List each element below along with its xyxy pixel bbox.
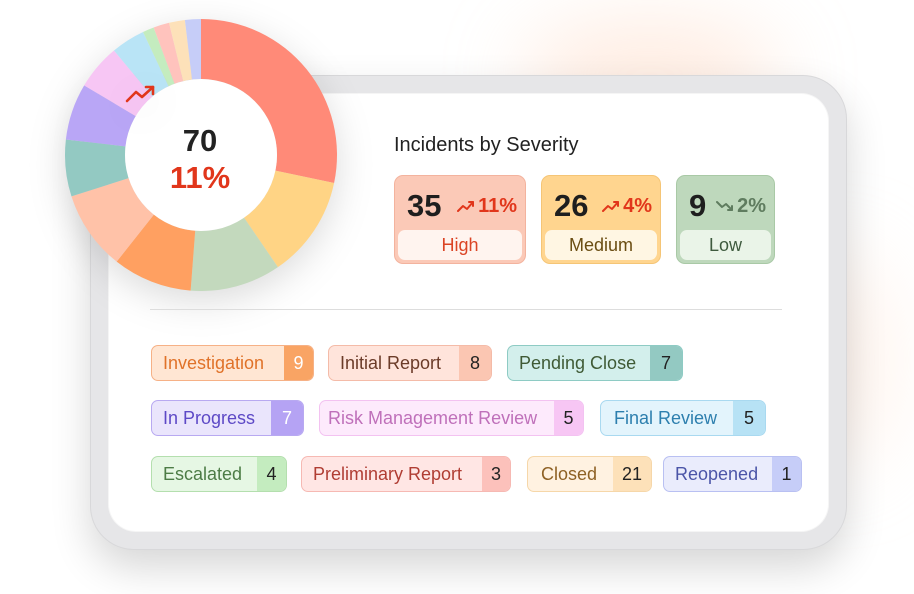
donut-segment [153, 22, 184, 84]
severity-change-value: 11% [478, 194, 517, 217]
status-chip-count: 5 [554, 401, 583, 435]
severity-label: Medium [545, 230, 657, 260]
status-chip-in-progress[interactable]: In Progress 7 [151, 400, 304, 436]
severity-label: Low [680, 230, 771, 260]
donut-segment [169, 19, 193, 82]
donut-segment [71, 178, 154, 262]
severity-change: 2% [716, 195, 766, 218]
donut-center: 70 11% [125, 84, 275, 234]
severity-change: 4% [602, 195, 652, 218]
donut-svg [64, 19, 337, 291]
donut-segment [116, 214, 196, 291]
donut-segment [65, 85, 136, 147]
status-chip-label: Reopened [675, 463, 759, 484]
status-chip-label: Closed [541, 463, 598, 484]
donut-segment [190, 217, 278, 291]
donut-hole [125, 79, 277, 231]
severity-card-medium[interactable]: 26 4% Medium [541, 175, 661, 264]
status-chip-count: 7 [271, 401, 303, 435]
donut-total: 70 [182, 123, 218, 158]
status-chip-count: 21 [613, 457, 651, 491]
divider [150, 309, 782, 310]
status-chip-count: 7 [650, 346, 682, 380]
donut-segment [64, 139, 129, 197]
donut-change-value: 11% [169, 160, 231, 195]
status-chip-closed[interactable]: Closed 21 [527, 456, 652, 492]
severity-label: High [398, 230, 522, 260]
severity-title: Incidents by Severity [394, 134, 579, 156]
status-chip-label: Final Review [614, 407, 718, 428]
status-chip-label: Investigation [163, 352, 265, 373]
status-chip-label: Initial Report [340, 352, 442, 373]
severity-value: 26 [554, 188, 589, 223]
severity-value: 9 [689, 188, 707, 223]
severity-change: 11% [457, 195, 517, 218]
severity-card-high[interactable]: 35 11% High [394, 175, 526, 264]
status-chip-reopened[interactable]: Reopened 1 [663, 456, 802, 492]
donut-segment [243, 170, 335, 268]
status-chip-label: Escalated [163, 463, 243, 484]
trend-up-icon [457, 201, 475, 212]
severity-card-low[interactable]: 9 2% Low [676, 175, 775, 264]
donut-segment [201, 19, 337, 184]
donut-change: 11% [125, 85, 231, 195]
trend-down-icon [716, 201, 734, 211]
trend-up-icon [125, 85, 155, 103]
status-chip-risk-management-review[interactable]: Risk Management Review 5 [319, 400, 584, 436]
status-chip-count: 8 [459, 346, 491, 380]
severity-change-value: 2% [737, 194, 766, 217]
status-chip-initial-report[interactable]: Initial Report 8 [328, 345, 492, 381]
status-chip-pending-close[interactable]: Pending Close 7 [507, 345, 683, 381]
status-chip-label: Pending Close [519, 352, 637, 373]
status-chip-escalated[interactable]: Escalated 4 [151, 456, 287, 492]
trend-up-icon [602, 201, 620, 212]
donut-segment [84, 50, 153, 117]
incidents-donut-chart: 70 11% [60, 14, 342, 296]
status-chip-count: 3 [482, 457, 510, 491]
status-chip-label: Risk Management Review [328, 407, 538, 428]
status-chip-count: 5 [733, 401, 765, 435]
status-chip-label: In Progress [163, 407, 256, 428]
status-chip-count: 4 [257, 457, 286, 491]
status-chip-final-review[interactable]: Final Review 5 [600, 400, 766, 436]
donut-segment [184, 19, 201, 80]
status-chip-investigation[interactable]: Investigation 9 [151, 345, 314, 381]
severity-change-value: 4% [623, 194, 652, 217]
status-chip-count: 9 [284, 346, 313, 380]
donut-segment [143, 27, 175, 87]
severity-value: 35 [407, 188, 442, 223]
status-chip-label: Preliminary Report [313, 463, 463, 484]
status-chip-count: 1 [772, 457, 801, 491]
status-chip-preliminary-report[interactable]: Preliminary Report 3 [301, 456, 511, 492]
donut-segment [113, 31, 169, 97]
